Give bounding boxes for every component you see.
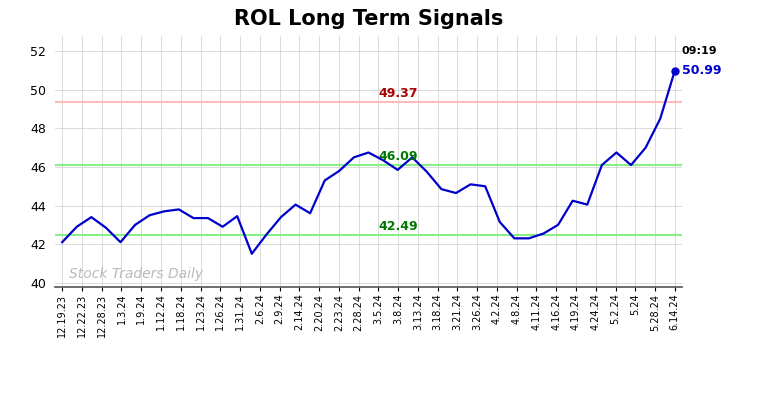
Text: 49.37: 49.37 <box>379 87 418 100</box>
Text: 50.99: 50.99 <box>682 64 721 76</box>
Text: 09:19: 09:19 <box>682 46 717 56</box>
Text: 46.09: 46.09 <box>379 150 418 164</box>
Text: Stock Traders Daily: Stock Traders Daily <box>70 267 204 281</box>
Title: ROL Long Term Signals: ROL Long Term Signals <box>234 9 503 29</box>
Text: 42.49: 42.49 <box>379 220 418 233</box>
